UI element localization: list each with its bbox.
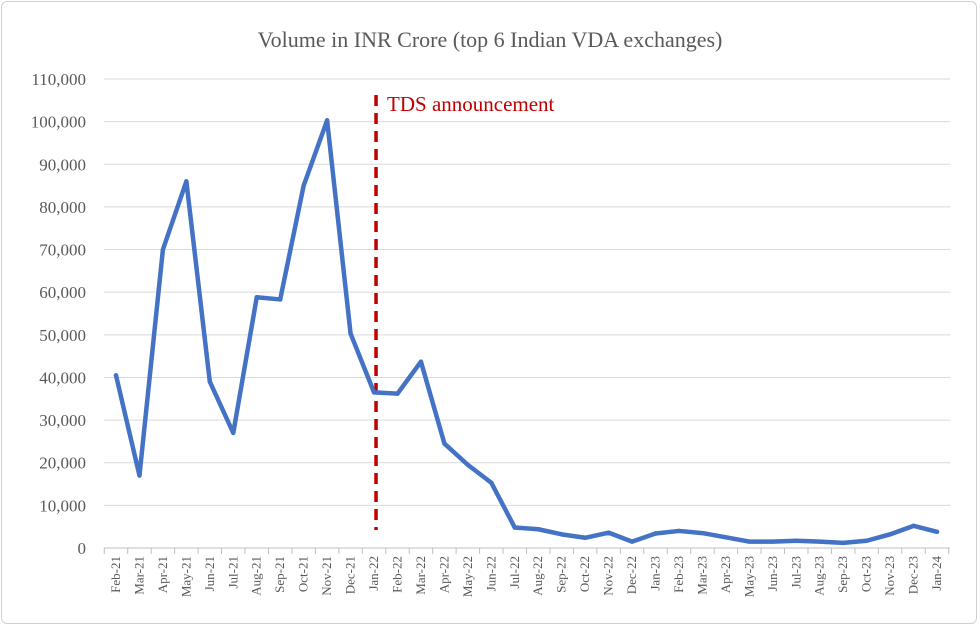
data-point <box>934 529 940 534</box>
data-point <box>160 247 166 252</box>
x-tick-label: Feb-23 <box>671 556 686 593</box>
data-point <box>747 539 752 544</box>
data-point <box>512 525 517 530</box>
data-point <box>676 528 682 534</box>
data-point <box>113 373 119 378</box>
data-point <box>231 430 236 436</box>
x-tick-label: Oct-23 <box>859 556 874 592</box>
x-tick-label: Jul-23 <box>788 556 803 589</box>
x-tick-label: Apr-22 <box>436 556 451 593</box>
data-point <box>723 535 729 540</box>
data-point <box>301 183 306 188</box>
y-tick-label: 70,000 <box>39 241 86 260</box>
x-tick-label: Aug-22 <box>530 556 545 596</box>
data-point <box>700 530 705 536</box>
y-tick-label: 80,000 <box>39 198 86 217</box>
y-tick-label: 20,000 <box>39 454 86 473</box>
data-point <box>184 179 189 184</box>
data-point <box>559 532 564 537</box>
x-tick-label: Jan-23 <box>648 556 663 591</box>
data-point <box>840 540 846 546</box>
x-tick-label: Nov-23 <box>882 556 897 596</box>
data-point <box>324 118 330 123</box>
y-tick-label: 40,000 <box>39 368 86 387</box>
x-tick-label: Aug-23 <box>812 556 827 596</box>
x-tick-label: Dec-21 <box>343 556 358 594</box>
y-tick-label: 110,000 <box>31 70 86 89</box>
x-tick-label: Jul-22 <box>507 556 522 589</box>
x-tick-label: Apr-23 <box>718 556 733 593</box>
data-point <box>911 523 916 529</box>
data-point <box>653 531 658 536</box>
data-point <box>489 480 494 485</box>
x-tick-label: Nov-22 <box>601 556 616 596</box>
x-tick-label: Nov-21 <box>319 556 334 596</box>
x-tick-label: Jun-23 <box>765 556 780 591</box>
data-point <box>887 532 893 537</box>
y-tick-label: 60,000 <box>39 283 86 302</box>
data-point <box>794 538 799 543</box>
x-tick-label: Aug-21 <box>249 556 264 596</box>
x-tick-label: Jun-21 <box>202 556 217 591</box>
x-tick-label: Feb-21 <box>108 556 123 593</box>
data-point <box>207 379 213 384</box>
x-tick-label: May-21 <box>178 556 193 597</box>
data-point <box>418 359 424 364</box>
data-point <box>254 295 259 300</box>
tds-annotation-label: TDS announcement <box>387 92 555 116</box>
data-point <box>348 331 353 336</box>
data-point <box>864 538 869 543</box>
x-tick-label: Dec-23 <box>906 556 921 594</box>
x-tick-label: Sep-22 <box>554 556 569 593</box>
data-point <box>606 530 611 535</box>
data-point <box>395 391 400 396</box>
data-point <box>278 297 283 302</box>
data-point <box>629 539 635 544</box>
x-tick-label: Jan-24 <box>929 556 944 591</box>
y-tick-label: 100,000 <box>31 113 86 132</box>
x-tick-label: Mar-22 <box>413 556 428 595</box>
y-tick-label: 30,000 <box>39 411 86 430</box>
x-tick-label: Oct-22 <box>577 556 592 592</box>
data-point <box>465 462 471 468</box>
x-tick-label: Mar-23 <box>694 556 709 595</box>
data-point <box>582 535 588 540</box>
x-tick-label: Dec-22 <box>624 556 639 594</box>
data-point <box>770 539 775 544</box>
x-tick-label: Feb-22 <box>389 556 404 593</box>
data-point <box>442 441 447 446</box>
y-tick-label: 10,000 <box>39 496 86 515</box>
x-tick-label: Mar-21 <box>131 556 146 595</box>
data-point <box>137 473 142 478</box>
x-tick-label: Jan-22 <box>366 556 381 591</box>
x-tick-label: Apr-21 <box>155 556 170 593</box>
y-tick-label: 90,000 <box>39 155 86 174</box>
data-point <box>817 539 822 544</box>
x-tick-label: Sep-21 <box>272 556 287 593</box>
y-tick-label: 0 <box>78 539 87 558</box>
series-line <box>113 118 940 546</box>
x-tick-label: Jun-22 <box>483 556 498 591</box>
x-tick-label: May-23 <box>741 556 756 597</box>
x-tick-label: Jul-21 <box>225 556 240 589</box>
chart-title: Volume in INR Crore (top 6 Indian VDA ex… <box>258 27 723 52</box>
x-tick-label: Sep-23 <box>835 556 850 593</box>
data-point <box>536 527 541 532</box>
data-point <box>371 390 377 395</box>
x-tick-label: Oct-21 <box>296 556 311 592</box>
x-tick-label: May-22 <box>460 556 475 597</box>
y-tick-label: 50,000 <box>39 326 86 345</box>
